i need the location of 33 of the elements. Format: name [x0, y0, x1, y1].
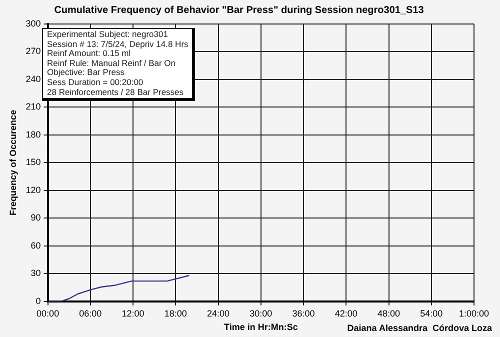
- x-tick-label: 18:00: [164, 308, 187, 318]
- y-tick-label: 300: [26, 18, 41, 28]
- annotation: Experimental Subject: negro301: [47, 29, 169, 40]
- annotation: Reinf Rule: Manual Reinf / Bar On: [47, 58, 177, 68]
- y-tick-label: 120: [26, 184, 41, 195]
- y-tick-label: 210: [26, 102, 41, 112]
- annotation: 28 Reinforcements / 28 Bar Presses: [47, 86, 185, 98]
- annotation: Session # 13: 7/5/24, Depriv 14.8 Hrs: [47, 38, 188, 50]
- y-tick-label: 240: [26, 74, 41, 84]
- x-tick-label: 48:00: [378, 308, 400, 318]
- x-tick-label: 42:00: [334, 308, 358, 318]
- x-tick-label: 12:00: [122, 308, 144, 318]
- x-tick-label: 30:00: [250, 308, 272, 318]
- annotation: Sess Duration = 00:20:00: [47, 76, 144, 88]
- chart-title: Cumulative Frequency of Behavior "Bar Press" during Session negro301_S13: [54, 4, 424, 16]
- y-tick-label: 180: [26, 129, 41, 140]
- y-axis-title: Frequency of Occurence: [8, 110, 18, 216]
- x-tick-label: 1:00:00: [458, 308, 490, 318]
- x-tick-label: 54:00: [420, 308, 443, 318]
- y-tick-label: 90: [30, 212, 41, 223]
- text: Daiana Alessandra Córdova Loza: [347, 323, 492, 333]
- annotation: Reinf Amount: 0.15 ml: [47, 48, 131, 59]
- y-tick-label: 30: [30, 268, 41, 278]
- y-tick-label: 270: [26, 46, 41, 56]
- x-tick-label: 36:00: [292, 308, 315, 318]
- y-tick-label: 150: [26, 157, 41, 168]
- y-tick-label: 60: [30, 240, 41, 250]
- x-tick-label: 24:00: [207, 308, 230, 318]
- x-tick-label: 06:00: [79, 308, 102, 318]
- annotation: Objective: Bar Press: [47, 67, 126, 78]
- x-axis-title: Time in Hr:Mn:Sc: [224, 322, 298, 332]
- y-tick-label: 0: [36, 296, 41, 306]
- x-tick-label: 00:00: [36, 308, 60, 318]
